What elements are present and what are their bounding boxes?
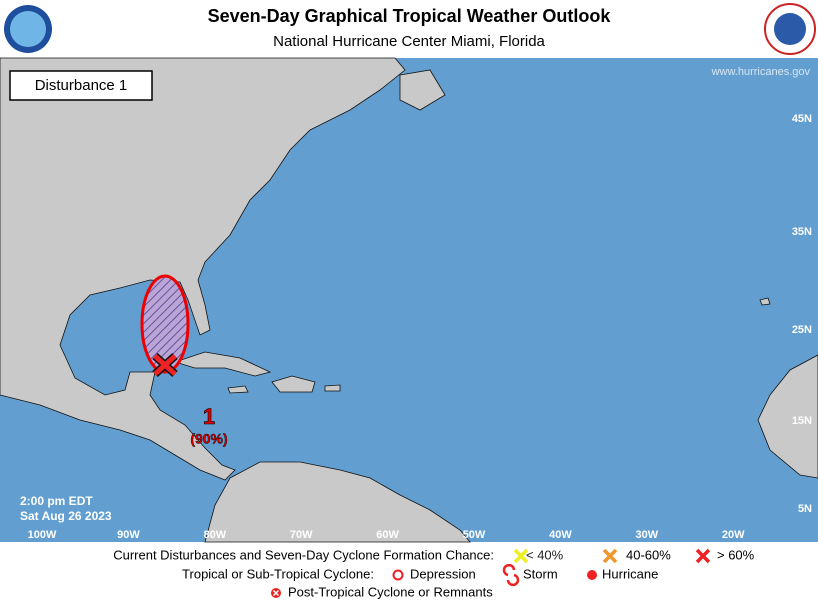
icon-post-tropical-x	[272, 589, 280, 597]
lat-label: 35N	[792, 226, 812, 238]
disturbance-area	[140, 274, 190, 374]
icon-medium	[602, 548, 618, 564]
canary-islands	[759, 297, 771, 306]
subtitle: National Hurricane Center Miami, Florida	[273, 33, 545, 50]
newfoundland	[399, 69, 446, 111]
lon-label: 90W	[117, 529, 140, 541]
legend: Current Disturbances and Seven-Day Cyclo…	[113, 547, 754, 599]
africa	[757, 354, 818, 479]
lon-label: 60W	[376, 529, 399, 541]
legend-item: Storm	[523, 566, 558, 581]
legend-item: 40-60%	[626, 547, 671, 562]
lon-label: 50W	[463, 529, 486, 541]
lon-label: 40W	[549, 529, 572, 541]
hispaniola	[271, 375, 316, 393]
lat-label: 15N	[792, 415, 812, 427]
map: 1 (90%) Disturbance 1 www.hurricanes.gov…	[0, 57, 818, 543]
legend-item: Depression	[410, 566, 476, 581]
icon-low	[513, 548, 529, 564]
lon-label: 20W	[722, 529, 745, 541]
disturbance-box-text: Disturbance 1	[35, 77, 128, 94]
icon-hurricane	[587, 570, 597, 580]
disturbance-marker	[152, 353, 178, 377]
lat-label: 25N	[792, 324, 812, 336]
legend-item: Hurricane	[602, 566, 658, 581]
disturbance-box	[9, 70, 153, 101]
lon-label: 100W	[28, 529, 57, 541]
legend-row3: Post-Tropical Cyclone or Remnants	[288, 584, 493, 599]
north-america	[0, 57, 406, 481]
lon-label: 80W	[203, 529, 226, 541]
lat-label: 5N	[798, 503, 812, 515]
lat-label: 45N	[792, 113, 812, 125]
noaa-logo-inner	[10, 11, 46, 47]
icon-high	[695, 548, 711, 564]
south-america	[204, 461, 471, 543]
disturbance-label: 1	[203, 404, 215, 429]
disturbance-chance: (90%)	[190, 431, 227, 447]
jamaica	[227, 385, 249, 394]
puerto-rico	[324, 384, 341, 392]
legend-item: > 60%	[717, 547, 755, 562]
legend-item: < 40%	[526, 547, 564, 562]
lon-label: 30W	[635, 529, 658, 541]
cuba	[173, 351, 272, 377]
icon-storm	[502, 563, 520, 587]
lon-label: 70W	[290, 529, 313, 541]
icon-depression	[392, 569, 404, 581]
timestamp-date: Sat Aug 26 2023	[20, 509, 112, 523]
timestamp-time: 2:00 pm EDT	[20, 494, 93, 508]
website: www.hurricanes.gov	[711, 66, 811, 78]
nws-logo-inner	[774, 13, 806, 45]
legend-row2-label: Tropical or Sub-Tropical Cyclone:	[182, 566, 374, 581]
legend-row1-label: Current Disturbances and Seven-Day Cyclo…	[113, 547, 494, 562]
title: Seven-Day Graphical Tropical Weather Out…	[208, 6, 612, 26]
